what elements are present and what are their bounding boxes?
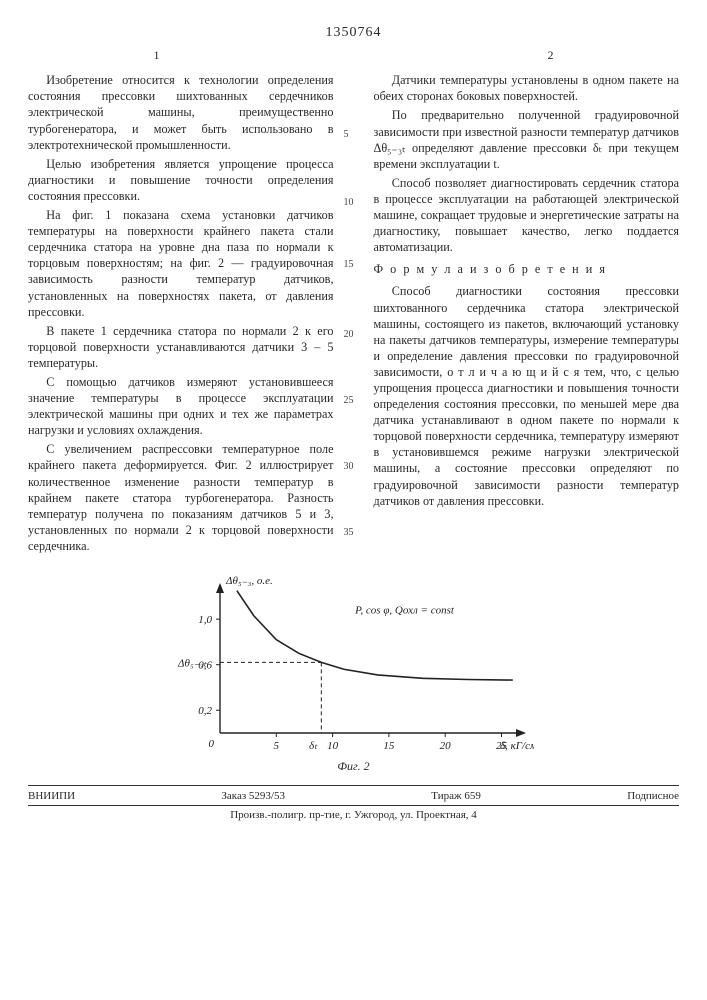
svg-text:0,2: 0,2 xyxy=(198,705,212,717)
page-left: 1 xyxy=(154,48,160,64)
text-columns: Изобретение относится к технологии опред… xyxy=(28,72,679,557)
doc-number: 1350764 xyxy=(28,24,679,42)
line-num: 5 xyxy=(344,128,349,141)
line-number-gutter: 5 10 15 20 25 30 35 xyxy=(344,72,364,557)
svg-text:5: 5 xyxy=(273,740,279,752)
line-num: 35 xyxy=(344,526,354,539)
svg-text:δ, кГ/см²: δ, кГ/см² xyxy=(500,740,534,752)
line-num: 10 xyxy=(344,196,354,209)
para: Способ диагностики состояния прессовки ш… xyxy=(374,283,680,508)
footer-org: ВНИИПИ xyxy=(28,789,75,804)
chart-svg: 5101520250,20,61,00Δθ₅₋₃, o.e.δ, кГ/см²P… xyxy=(174,571,534,761)
svg-text:P, cos φ, Qохл = const: P, cos φ, Qохл = const xyxy=(354,604,455,616)
column-left: Изобретение относится к технологии опред… xyxy=(28,72,334,557)
svg-text:10: 10 xyxy=(327,740,339,752)
svg-text:δₜ: δₜ xyxy=(308,740,317,752)
line-num: 20 xyxy=(344,328,354,341)
footer-order: Заказ 5293/53 xyxy=(221,789,285,804)
footer-tirazh: Тираж 659 xyxy=(431,789,481,804)
footer-podpisnoe: Подписное xyxy=(627,789,679,804)
para: Целью изобретения является упрощение про… xyxy=(28,156,334,204)
para: С помощью датчиков измеряют установившее… xyxy=(28,374,334,438)
figure-2-chart: 5101520250,20,61,00Δθ₅₋₃, o.e.δ, кГ/см²P… xyxy=(174,571,534,775)
page-numbers: 1 2 xyxy=(154,48,554,64)
svg-text:15: 15 xyxy=(383,740,395,752)
para: По предварительно полученной градуировоч… xyxy=(374,107,680,171)
svg-text:Δθ₅₋₃, o.e.: Δθ₅₋₃, o.e. xyxy=(225,575,273,587)
line-num: 15 xyxy=(344,258,354,271)
footer-address: Произв.-полигр. пр-тие, г. Ужгород, ул. … xyxy=(28,806,679,823)
imprint-footer: ВНИИПИ Заказ 5293/53 Тираж 659 Подписное… xyxy=(28,785,679,823)
formula-heading: Ф о р м у л а и з о б р е т е н и я xyxy=(374,261,680,277)
line-num: 30 xyxy=(344,460,354,473)
svg-text:Δθ₅₋₃ₜ: Δθ₅₋₃ₜ xyxy=(177,657,207,669)
para: Способ позволяет диагностировать сердечн… xyxy=(374,175,680,255)
line-num: 25 xyxy=(344,394,354,407)
para: На фиг. 1 показана схема установки датчи… xyxy=(28,207,334,320)
column-right: Датчики температуры установлены в одном … xyxy=(374,72,680,557)
svg-text:20: 20 xyxy=(439,740,451,752)
para: В пакете 1 сердечника статора по нормали… xyxy=(28,323,334,371)
page-right: 2 xyxy=(548,48,554,64)
svg-text:1,0: 1,0 xyxy=(198,614,212,626)
figure-label: Фиг. 2 xyxy=(174,759,534,775)
para: С увеличением распрессовки температурное… xyxy=(28,441,334,554)
para: Датчики температуры установлены в одном … xyxy=(374,72,680,104)
svg-text:0: 0 xyxy=(208,738,214,750)
para: Изобретение относится к технологии опред… xyxy=(28,72,334,152)
